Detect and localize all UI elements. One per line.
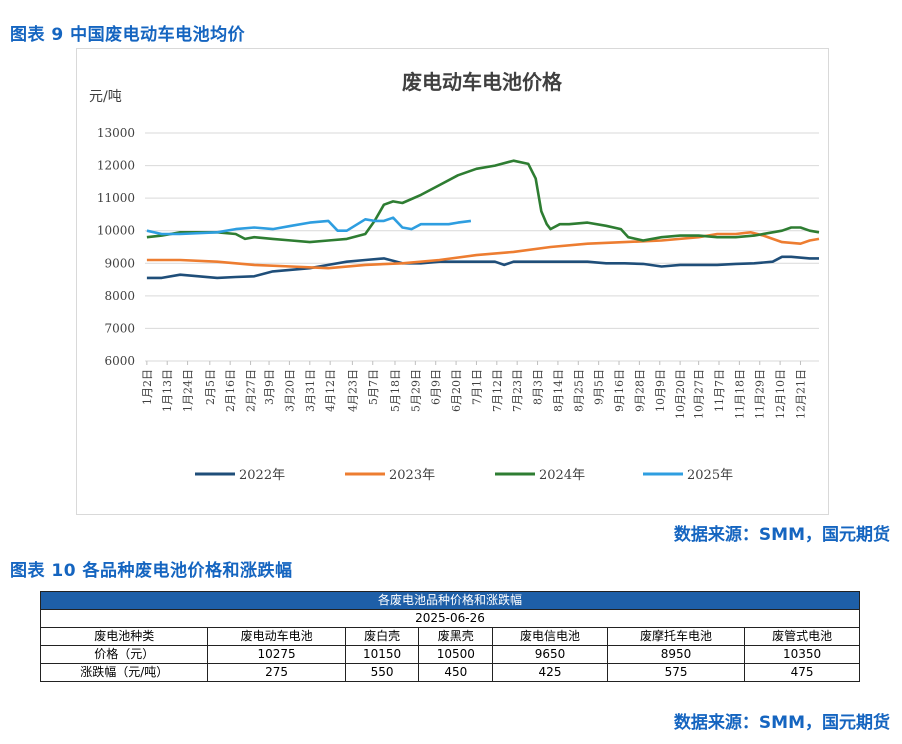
series-line-2025年	[146, 216, 472, 236]
x-tick-label: 2月27日	[245, 369, 258, 412]
table-header-cell: 废电信电池	[492, 627, 608, 646]
table-cell: 450	[418, 663, 494, 682]
x-tick-label: 8月3日	[532, 369, 545, 405]
x-tick-label: 10月20日	[674, 369, 687, 419]
table-header-cell: 废黑壳	[418, 627, 494, 646]
legend-label: 2025年	[687, 468, 733, 483]
table-cell: 10150	[344, 645, 420, 664]
table-title: 各废电池品种价格和涨跌幅	[40, 591, 860, 610]
table-cell: 8950	[606, 645, 746, 664]
x-tick-label: 7月23日	[511, 369, 524, 412]
x-tick-label: 9月16日	[613, 369, 626, 412]
x-tick-label: 4月23日	[346, 369, 359, 412]
table-cell: 价格（元）	[39, 645, 209, 664]
x-tick-label: 11月29日	[754, 369, 767, 419]
x-tick-label: 1月13日	[161, 369, 174, 412]
x-tick-label: 8月25日	[572, 369, 585, 412]
battery-price-table: 各废电池品种价格和涨跌幅 2025-06-26 废电池种类 废电动车电池 废白壳…	[39, 591, 860, 682]
table-cell: 10500	[418, 645, 494, 664]
table-title-row: 各废电池品种价格和涨跌幅	[40, 591, 860, 610]
table-date-row: 2025-06-26	[40, 609, 860, 628]
x-tick-label: 2月5日	[204, 369, 217, 405]
table-date: 2025-06-26	[40, 609, 860, 628]
table-cell: 涨跌幅（元/吨）	[39, 663, 209, 682]
x-tick-label: 9月5日	[593, 369, 606, 405]
x-tick-label: 6月20日	[450, 369, 463, 412]
x-tick-label: 2月16日	[224, 369, 237, 412]
table-cell: 550	[344, 663, 420, 682]
y-tick-label: 11000	[97, 191, 135, 205]
y-tick-label: 10000	[97, 224, 135, 238]
source-note-2: 数据来源：SMM，国元期货	[673, 713, 890, 733]
y-tick-label: 13000	[97, 126, 135, 140]
x-tick-label: 5月7日	[367, 369, 380, 405]
table-cell: 275	[207, 663, 346, 682]
y-tick-label: 6000	[104, 354, 135, 368]
y-tick-label: 9000	[104, 256, 135, 270]
x-tick-label: 3月9日	[263, 369, 276, 405]
legend-label: 2022年	[239, 468, 285, 483]
table-header-cell: 废摩托车电池	[606, 627, 746, 646]
table-cell: 575	[606, 663, 746, 682]
legend-label: 2024年	[539, 468, 585, 483]
table-header-cell: 废白壳	[344, 627, 420, 646]
y-axis-label: 元/吨	[89, 89, 122, 105]
x-tick-label: 6月9日	[430, 369, 443, 405]
table-header-cell: 废电动车电池	[207, 627, 346, 646]
table-cell: 10350	[744, 645, 860, 664]
x-tick-label: 12月21日	[794, 369, 807, 419]
x-tick-label: 9月28日	[633, 369, 646, 412]
x-tick-label: 5月29日	[409, 369, 422, 412]
x-tick-label: 3月20日	[283, 369, 296, 412]
source-note-1: 数据来源：SMM，国元期货	[673, 525, 890, 545]
x-tick-label: 11月7日	[713, 369, 726, 412]
table-cell: 475	[744, 663, 860, 682]
x-tick-label: 7月12日	[491, 369, 504, 412]
y-tick-label: 12000	[97, 159, 135, 173]
chart-title: 废电动车电池价格	[402, 70, 563, 94]
x-tick-label: 3月31日	[304, 369, 317, 412]
series-line-2023年	[146, 231, 820, 270]
legend-label: 2023年	[389, 468, 435, 483]
x-tick-label: 1月2日	[141, 369, 154, 405]
y-tick-label: 8000	[104, 289, 135, 303]
x-tick-label: 10月27日	[693, 369, 706, 419]
figure9-title: 图表 9 中国废电动车电池均价	[10, 25, 246, 45]
table-cell: 10275	[207, 645, 346, 664]
x-tick-label: 12月10日	[774, 369, 787, 419]
table-cell: 425	[492, 663, 608, 682]
x-tick-label: 4月12日	[324, 369, 337, 412]
y-tick-label: 7000	[104, 321, 135, 335]
figure10-title: 图表 10 各品种废电池价格和涨跌幅	[10, 561, 293, 581]
x-tick-label: 7月1日	[470, 369, 483, 405]
table-header-cell: 废电池种类	[39, 627, 209, 646]
series-line-2022年	[146, 255, 819, 280]
x-tick-label: 1月24日	[182, 369, 195, 412]
price-chart: 废电动车电池价格元/吨 6000 7000 8000 9000 10000 11000 120…	[76, 48, 829, 515]
table-change-row: 涨跌幅（元/吨） 275 550 450 425 575 475	[39, 663, 860, 682]
table-cell: 9650	[492, 645, 608, 664]
x-tick-label: 5月18日	[389, 369, 402, 412]
series-line-2024年	[146, 159, 820, 244]
x-tick-label: 10月9日	[654, 369, 667, 412]
table-price-row: 价格（元） 10275 10150 10500 9650 8950 10350	[39, 645, 860, 664]
table-header-cell: 废管式电池	[744, 627, 860, 646]
x-tick-label: 11月18日	[733, 369, 746, 419]
x-tick-label: 8月14日	[552, 369, 565, 412]
table-header-row: 废电池种类 废电动车电池 废白壳 废黑壳 废电信电池 废摩托车电池 废管式电池	[39, 627, 860, 646]
